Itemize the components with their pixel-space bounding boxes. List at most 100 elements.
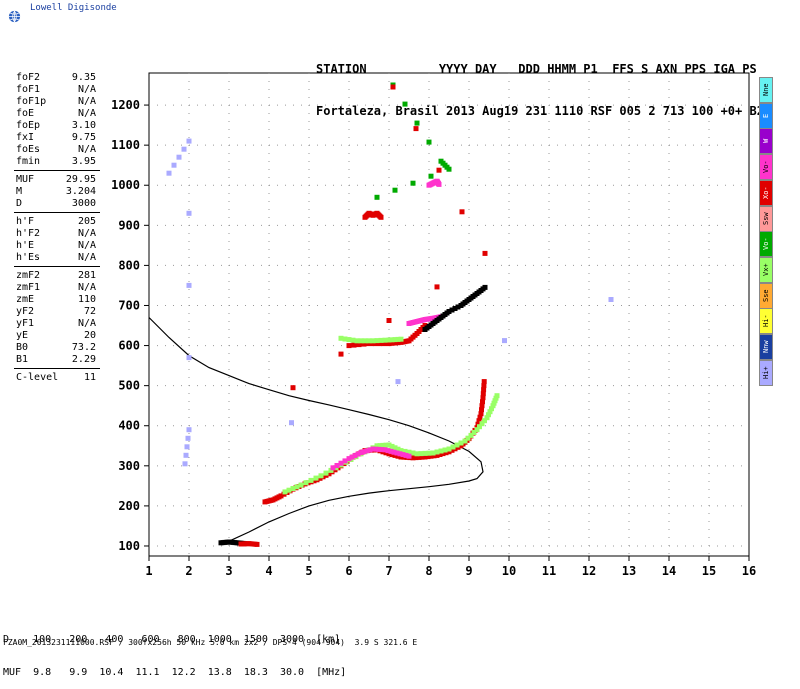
param-label: B1 [16, 354, 29, 365]
echo-point [186, 355, 192, 361]
muf-table-muf-row: MUF 9.8 9.9 10.4 11.1 12.2 13.8 18.3 30.… [3, 667, 347, 678]
echo-point [455, 304, 461, 310]
echo-point [338, 351, 344, 357]
echo-point [186, 138, 192, 144]
mode-chip: Vo- [759, 231, 773, 258]
echo-point [350, 337, 356, 343]
echo-point [318, 473, 324, 479]
x-tick-label: 3 [225, 564, 232, 578]
echo-point [434, 284, 440, 290]
ionogram-chart: 1 2 3 4 5 6 7 8 9 10 11 12 13 14 15 1610020030040050060… [111, 72, 756, 578]
y-tick-label: 600 [118, 339, 140, 353]
param-row: B1 2.29 [16, 354, 96, 366]
echo-point [181, 146, 187, 152]
echo-point [349, 454, 355, 460]
param-label: zmF1 [16, 282, 41, 293]
echo-point [364, 448, 370, 454]
density-profile-curve [148, 317, 484, 542]
mode-chip: Nne [759, 77, 773, 103]
echo-point [479, 407, 484, 413]
param-value: 9.35 [71, 72, 96, 83]
echo-point [186, 282, 192, 288]
lowell-digisonde-logo: Lowell Digisonde [8, 2, 128, 24]
echo-point [481, 379, 487, 385]
echo-point [330, 465, 336, 471]
echo-point [608, 297, 614, 302]
mode-chip: Hi+ [759, 359, 773, 386]
param-row: MUF 29.95 [16, 174, 96, 186]
echo-point [278, 493, 284, 499]
echo-point [437, 452, 443, 457]
param-value: 3.95 [71, 156, 96, 167]
muf-table-distance-row: D 100 200 400 600 800 1000 1500 3000 [km… [3, 634, 341, 645]
echo-point [328, 467, 334, 473]
echo-point [385, 448, 391, 454]
echo-point [298, 482, 304, 488]
echo-point [346, 456, 352, 462]
echo-point [418, 451, 424, 457]
brand-label: Lowell Digisonde [30, 3, 117, 13]
param-value: 29.95 [65, 174, 96, 185]
param-row: foE N/A [16, 108, 96, 120]
echo-point [373, 446, 379, 452]
echo-point [358, 338, 364, 344]
echo-point [419, 454, 425, 460]
param-row: zmE 110 [16, 294, 96, 306]
param-value: 110 [77, 294, 96, 305]
param-row: foF1 N/A [16, 84, 96, 96]
param-row: yE 20 [16, 330, 96, 342]
echo-point [290, 385, 296, 391]
mode-chip: W [759, 128, 773, 155]
y-tick-label: 1000 [111, 178, 140, 192]
echo-point [482, 418, 487, 424]
echo-point [422, 454, 428, 460]
echo-point [254, 541, 260, 547]
echo-point [481, 383, 487, 389]
echo-point [402, 448, 408, 454]
x-tick-label: 2 [185, 564, 192, 578]
echo-point [410, 455, 416, 461]
y-tick-label: 1100 [111, 138, 140, 152]
echo-point [323, 470, 329, 476]
echo-point [436, 167, 442, 173]
param-label: fxI [16, 132, 35, 143]
param-value: N/A [77, 240, 96, 251]
echo-point [346, 343, 352, 349]
echo-point [362, 338, 368, 344]
param-label: D [16, 198, 23, 209]
echo-point [403, 452, 409, 458]
param-label: h'F [16, 216, 35, 227]
x-tick-label: 8 [425, 564, 432, 578]
y-tick-label: 100 [118, 539, 140, 553]
echo-point [378, 337, 384, 343]
param-row: fxI 9.75 [16, 132, 96, 144]
param-value: 281 [77, 270, 96, 281]
echo-point [342, 458, 348, 464]
x-tick-label: 6 [345, 564, 352, 578]
echo-point [388, 448, 394, 454]
mode-chip: Xo- [759, 179, 773, 206]
echo-point [459, 209, 465, 215]
echo-point [458, 440, 464, 446]
echo-point [425, 454, 431, 460]
echo-point [462, 438, 468, 444]
echo-point [389, 340, 395, 346]
echo-point [426, 139, 432, 145]
param-label: foEs [16, 144, 41, 155]
echo-point [442, 447, 448, 453]
param-value: 205 [77, 216, 96, 227]
echo-point [386, 337, 392, 343]
echo-point [478, 411, 484, 417]
echo-point [392, 337, 398, 343]
mode-chip: Nnw [759, 334, 773, 360]
echo-point [428, 173, 434, 179]
echo-point [480, 391, 486, 397]
param-label: fmin [16, 156, 41, 167]
param-row: h'F2 N/A [16, 228, 96, 240]
echo-point [394, 450, 400, 456]
echo-point [367, 447, 373, 453]
param-row: h'E N/A [16, 240, 96, 252]
echo-point [366, 341, 372, 347]
x-tick-label: 12 [582, 564, 596, 578]
echo-point [361, 341, 367, 347]
